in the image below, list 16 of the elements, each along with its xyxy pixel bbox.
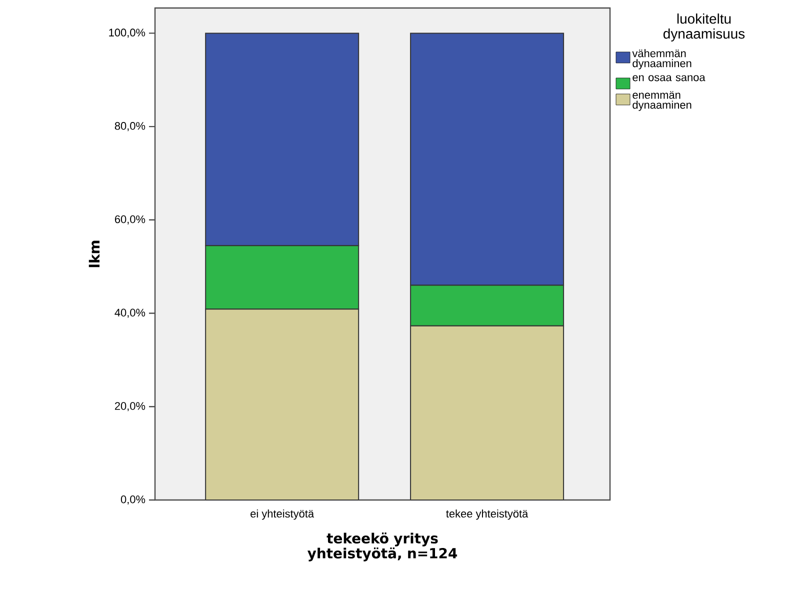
legend-label: enemmän dynaaminen bbox=[632, 91, 692, 111]
bar bbox=[205, 308, 360, 500]
legend-title: luokiteltu dynaamisuus bbox=[664, 14, 745, 42]
bar bbox=[410, 325, 564, 500]
y-tick-label: 60,0% bbox=[114, 215, 146, 224]
y-tick-label: 0,0% bbox=[120, 495, 146, 505]
y-tick-label: 80,0% bbox=[114, 122, 146, 132]
y-tick-label: 40,0% bbox=[114, 308, 146, 318]
legend-label: vähemmän dynaaminen bbox=[632, 49, 692, 70]
y-tick-label: 20,0% bbox=[114, 402, 146, 412]
x-tick-label: tekee yhteistyötä bbox=[446, 510, 528, 520]
x-tick-label: ei yhteistyötä bbox=[250, 510, 314, 520]
y-tick-label: 100,0% bbox=[109, 28, 146, 38]
x-axis-title: tekeekö yritys yhteistyötä, n=124 bbox=[308, 532, 458, 562]
legend-label: en osaa sanoa bbox=[632, 75, 706, 82]
y-axis-title: lkm bbox=[88, 240, 100, 268]
